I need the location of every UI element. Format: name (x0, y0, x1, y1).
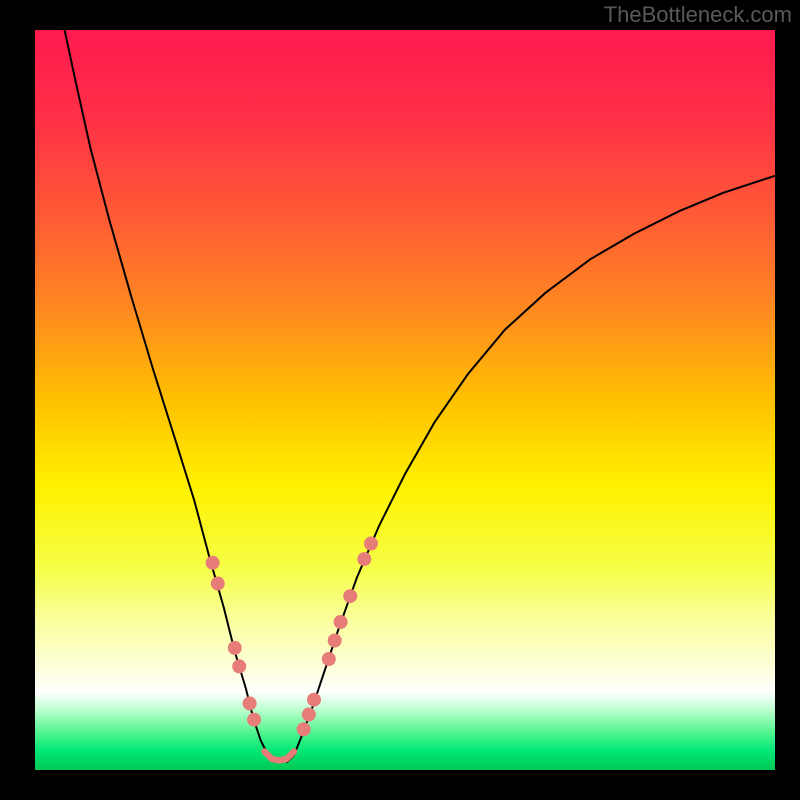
marker-dot (334, 615, 348, 629)
marker-dot (247, 713, 261, 727)
marker-dot (232, 659, 246, 673)
marker-dot (307, 693, 321, 707)
marker-dot (357, 552, 371, 566)
marker-dot (322, 652, 336, 666)
gradient-background (35, 30, 775, 770)
marker-dot (364, 537, 378, 551)
marker-dot (228, 641, 242, 655)
bottleneck-chart (35, 30, 775, 770)
watermark-text: TheBottleneck.com (604, 2, 792, 28)
marker-dot (328, 634, 342, 648)
chart-frame: TheBottleneck.com (0, 0, 800, 800)
marker-dot (343, 589, 357, 603)
marker-dot (211, 577, 225, 591)
marker-dot (243, 696, 257, 710)
marker-dot (206, 556, 220, 570)
marker-dot (297, 722, 311, 736)
marker-dot (302, 708, 316, 722)
